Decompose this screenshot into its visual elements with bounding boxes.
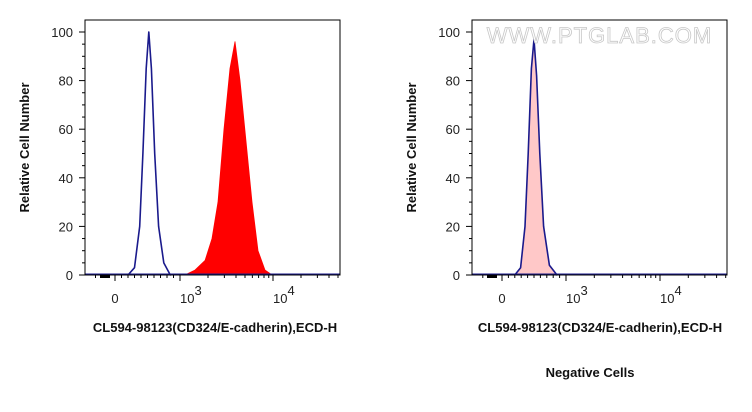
x-axis-label: CL594-98123(CD324/E-cadherin),ECD-H [93,320,337,335]
x-tick-label: 103 [566,283,588,306]
panel-caption: Negative Cells [546,365,635,380]
plot-frame [84,19,341,276]
y-tick-label: 20 [446,219,460,234]
x-tick-label: 0 [498,291,505,306]
x-tick-cluster [100,275,110,278]
histogram-series-2 [514,38,558,276]
y-tick-label: 80 [446,74,460,89]
histogram-panel-1: 0 20 40 60 80 100 0 103 104 Relative Cell Number C… [17,19,341,335]
y-tick-label: 40 [59,171,73,186]
y-tick-label: 100 [438,25,460,40]
x-tick-cluster [487,275,497,278]
histogram-panel-2: 0 20 40 60 80 100 0 103 104 Relative Cell Number C… [404,19,728,380]
x-axis-label: CL594-98123(CD324/E-cadherin),ECD-H [478,320,722,335]
x-tick-label: 104 [660,283,682,306]
y-tick-label: 80 [59,74,73,89]
y-axis-label: Relative Cell Number [17,82,32,212]
x-tick-label: 104 [273,283,295,306]
plot-frame [471,19,728,276]
y-axis-label: Relative Cell Number [404,82,419,212]
watermark: WWW.PTGLAB.COM [487,23,712,48]
y-tick-label: 40 [446,171,460,186]
y-tick-label: 0 [453,268,460,283]
histogram-series-1 [514,43,558,276]
histogram-series-2 [184,41,273,276]
y-tick-label: 0 [66,268,73,283]
x-tick-label: 0 [111,291,118,306]
x-tick-label: 103 [180,283,202,306]
histogram-series-1 [127,31,172,276]
y-tick-label: 60 [59,122,73,137]
y-tick-label: 60 [446,122,460,137]
y-tick-label: 20 [59,219,73,234]
y-tick-label: 100 [51,25,73,40]
